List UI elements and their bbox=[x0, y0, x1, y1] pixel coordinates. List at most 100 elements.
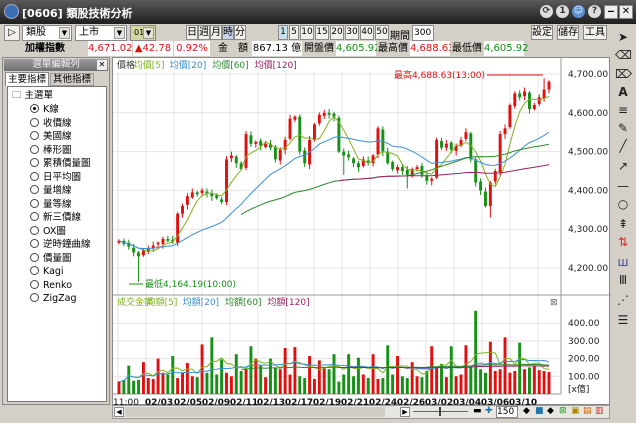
grid-icon[interactable]: ⊠ bbox=[559, 406, 567, 416]
interval-button[interactable]: 5 bbox=[289, 25, 299, 40]
scroll-left-icon[interactable]: ◀ bbox=[114, 407, 124, 417]
radio-icon[interactable] bbox=[30, 279, 39, 289]
zoom-slider-handle[interactable] bbox=[439, 407, 441, 416]
arrow-line-icon[interactable]: ↗ bbox=[617, 159, 629, 173]
settings-button[interactable]: 設定 bbox=[531, 25, 553, 40]
indicator-option[interactable]: Kagi bbox=[30, 265, 64, 278]
volume-bar bbox=[420, 377, 424, 394]
radio-icon[interactable] bbox=[30, 158, 39, 167]
indicator-option[interactable]: Renko bbox=[30, 279, 72, 292]
indicator-option[interactable]: 逆時鐘曲線 bbox=[30, 238, 91, 251]
radio-icon[interactable] bbox=[30, 104, 39, 113]
vertical-lines-icon[interactable]: Ⅲ bbox=[618, 273, 628, 287]
indicator-option[interactable]: 新三價線 bbox=[30, 211, 81, 224]
interval-button[interactable]: 50 bbox=[375, 25, 389, 40]
interval-button[interactable]: 30 bbox=[345, 25, 359, 40]
radio-icon[interactable] bbox=[30, 198, 39, 208]
close-button[interactable]: ✕ bbox=[619, 5, 633, 19]
radio-icon[interactable] bbox=[30, 144, 39, 154]
indicator-option[interactable]: 收價線 bbox=[30, 117, 72, 130]
indicator-option[interactable]: 棒形圖 bbox=[30, 144, 72, 157]
channel-icon[interactable]: ☰ bbox=[617, 313, 629, 327]
save-button[interactable]: 儲存 bbox=[557, 25, 579, 40]
scroll-thumb[interactable] bbox=[125, 407, 385, 417]
radio-icon[interactable] bbox=[30, 266, 39, 275]
zoom-input[interactable]: 150 bbox=[496, 406, 518, 418]
interval-button[interactable]: 15 bbox=[315, 25, 329, 40]
indicator-option[interactable]: OX圖 bbox=[30, 225, 66, 238]
refresh-icon[interactable]: ⟳ bbox=[540, 5, 553, 18]
next-icon[interactable]: ◆ bbox=[547, 406, 554, 416]
text-icon[interactable]: A bbox=[618, 85, 628, 99]
marker-icon[interactable]: ⇅ bbox=[617, 235, 629, 249]
tree-root[interactable]: 🗀 主選單 bbox=[12, 89, 53, 102]
indicator-option[interactable]: 美國線 bbox=[30, 130, 72, 143]
prev-icon[interactable]: ◆ bbox=[523, 406, 530, 416]
volume-bar bbox=[464, 345, 468, 394]
help-icon[interactable]: ? bbox=[588, 5, 601, 18]
interval-button[interactable]: 1 bbox=[278, 25, 288, 40]
eraser-one-icon[interactable]: ⌫ bbox=[615, 48, 632, 62]
tools-button[interactable]: 工具 bbox=[583, 25, 607, 40]
period-button[interactable]: 週 bbox=[198, 25, 210, 40]
face-icon[interactable]: ☺ bbox=[572, 5, 585, 18]
period-button[interactable]: 月 bbox=[210, 25, 222, 40]
scroll-right-icon[interactable]: ▶ bbox=[400, 407, 410, 417]
candle-body bbox=[523, 91, 527, 97]
interval-button[interactable]: 20 bbox=[330, 25, 344, 40]
square-icon[interactable]: ■ bbox=[535, 406, 544, 416]
fan-icon[interactable]: ⋰ bbox=[617, 293, 629, 307]
indicator-option[interactable]: 價量圖 bbox=[30, 252, 72, 265]
chart-area[interactable]: 4,700.00 4,600.00 4,500.00 4,400.00 4,300.00… bbox=[112, 57, 611, 408]
close-panel-icon[interactable]: ✕ bbox=[97, 60, 107, 70]
candle-body bbox=[225, 159, 228, 203]
interval-button[interactable]: 10 bbox=[300, 25, 314, 40]
radio-icon[interactable] bbox=[30, 117, 39, 127]
pattern-icon[interactable]: ✎ bbox=[617, 121, 629, 135]
radio-icon[interactable] bbox=[30, 185, 39, 194]
chart-scrollbar[interactable]: ◀ ▶ ▬ ✚ 150 ◆ ■ ◆ ⊠ ▣ ▤ ▥ bbox=[112, 405, 610, 419]
tab-other-indicators[interactable]: 其他指標 bbox=[50, 73, 94, 86]
interval-button[interactable]: 40 bbox=[360, 25, 374, 40]
eraser-all-icon[interactable]: ⌦ bbox=[615, 67, 632, 81]
indicator-option[interactable]: 量等線 bbox=[30, 198, 72, 211]
index-select[interactable]: 0101▼ bbox=[130, 25, 156, 41]
low-value: 4,605.92 bbox=[484, 41, 529, 56]
link-1-icon[interactable]: 1 bbox=[556, 5, 569, 18]
export-icon[interactable]: ▥ bbox=[595, 406, 604, 416]
menu-lines-icon[interactable]: ≡ bbox=[617, 103, 629, 117]
period-button[interactable]: 分 bbox=[234, 25, 246, 40]
radio-icon[interactable] bbox=[30, 131, 39, 140]
period-input[interactable]: 300 bbox=[412, 25, 434, 41]
zoom-in-icon[interactable]: ✚ bbox=[485, 406, 493, 416]
radio-icon[interactable] bbox=[30, 252, 39, 262]
play-button[interactable]: ▷ bbox=[4, 25, 20, 41]
circle-icon[interactable]: ○ bbox=[617, 197, 629, 211]
radio-icon[interactable] bbox=[30, 239, 39, 248]
candle-body bbox=[181, 205, 184, 214]
indicator-option[interactable]: K線 bbox=[30, 103, 59, 116]
period-button[interactable]: 日 bbox=[186, 25, 198, 40]
radio-icon[interactable] bbox=[30, 212, 39, 221]
chart-icon[interactable]: ▤ bbox=[583, 406, 592, 416]
tab-main-indicators[interactable]: 主要指標 bbox=[5, 72, 49, 86]
horizontal-line-icon[interactable]: — bbox=[617, 179, 629, 193]
indicator-option[interactable]: ZigZag bbox=[30, 292, 77, 305]
market-select[interactable]: 上市 ▼ bbox=[75, 25, 127, 41]
radio-icon[interactable] bbox=[30, 293, 39, 302]
indicator-option[interactable]: 日平均圖 bbox=[30, 171, 81, 184]
indicator-option[interactable]: 量增線 bbox=[30, 184, 72, 197]
volume-bar bbox=[137, 379, 141, 394]
fib-icon[interactable]: ⇞ bbox=[617, 217, 629, 231]
radio-icon[interactable] bbox=[30, 171, 39, 181]
category-select[interactable]: 類股 ▼ bbox=[22, 25, 72, 41]
print-icon[interactable]: ▣ bbox=[571, 406, 580, 416]
period-button[interactable]: 時 bbox=[222, 25, 234, 40]
indicator-option[interactable]: 累積價量圖 bbox=[30, 157, 91, 170]
minimize-button[interactable]: ‒ bbox=[604, 5, 618, 19]
zoom-out-icon[interactable]: ▬ bbox=[473, 406, 482, 416]
pointer-icon[interactable]: ➤ bbox=[617, 30, 629, 44]
line-icon[interactable]: ╱ bbox=[619, 139, 627, 153]
gann-icon[interactable]: ш bbox=[617, 255, 629, 269]
radio-icon[interactable] bbox=[30, 225, 39, 235]
